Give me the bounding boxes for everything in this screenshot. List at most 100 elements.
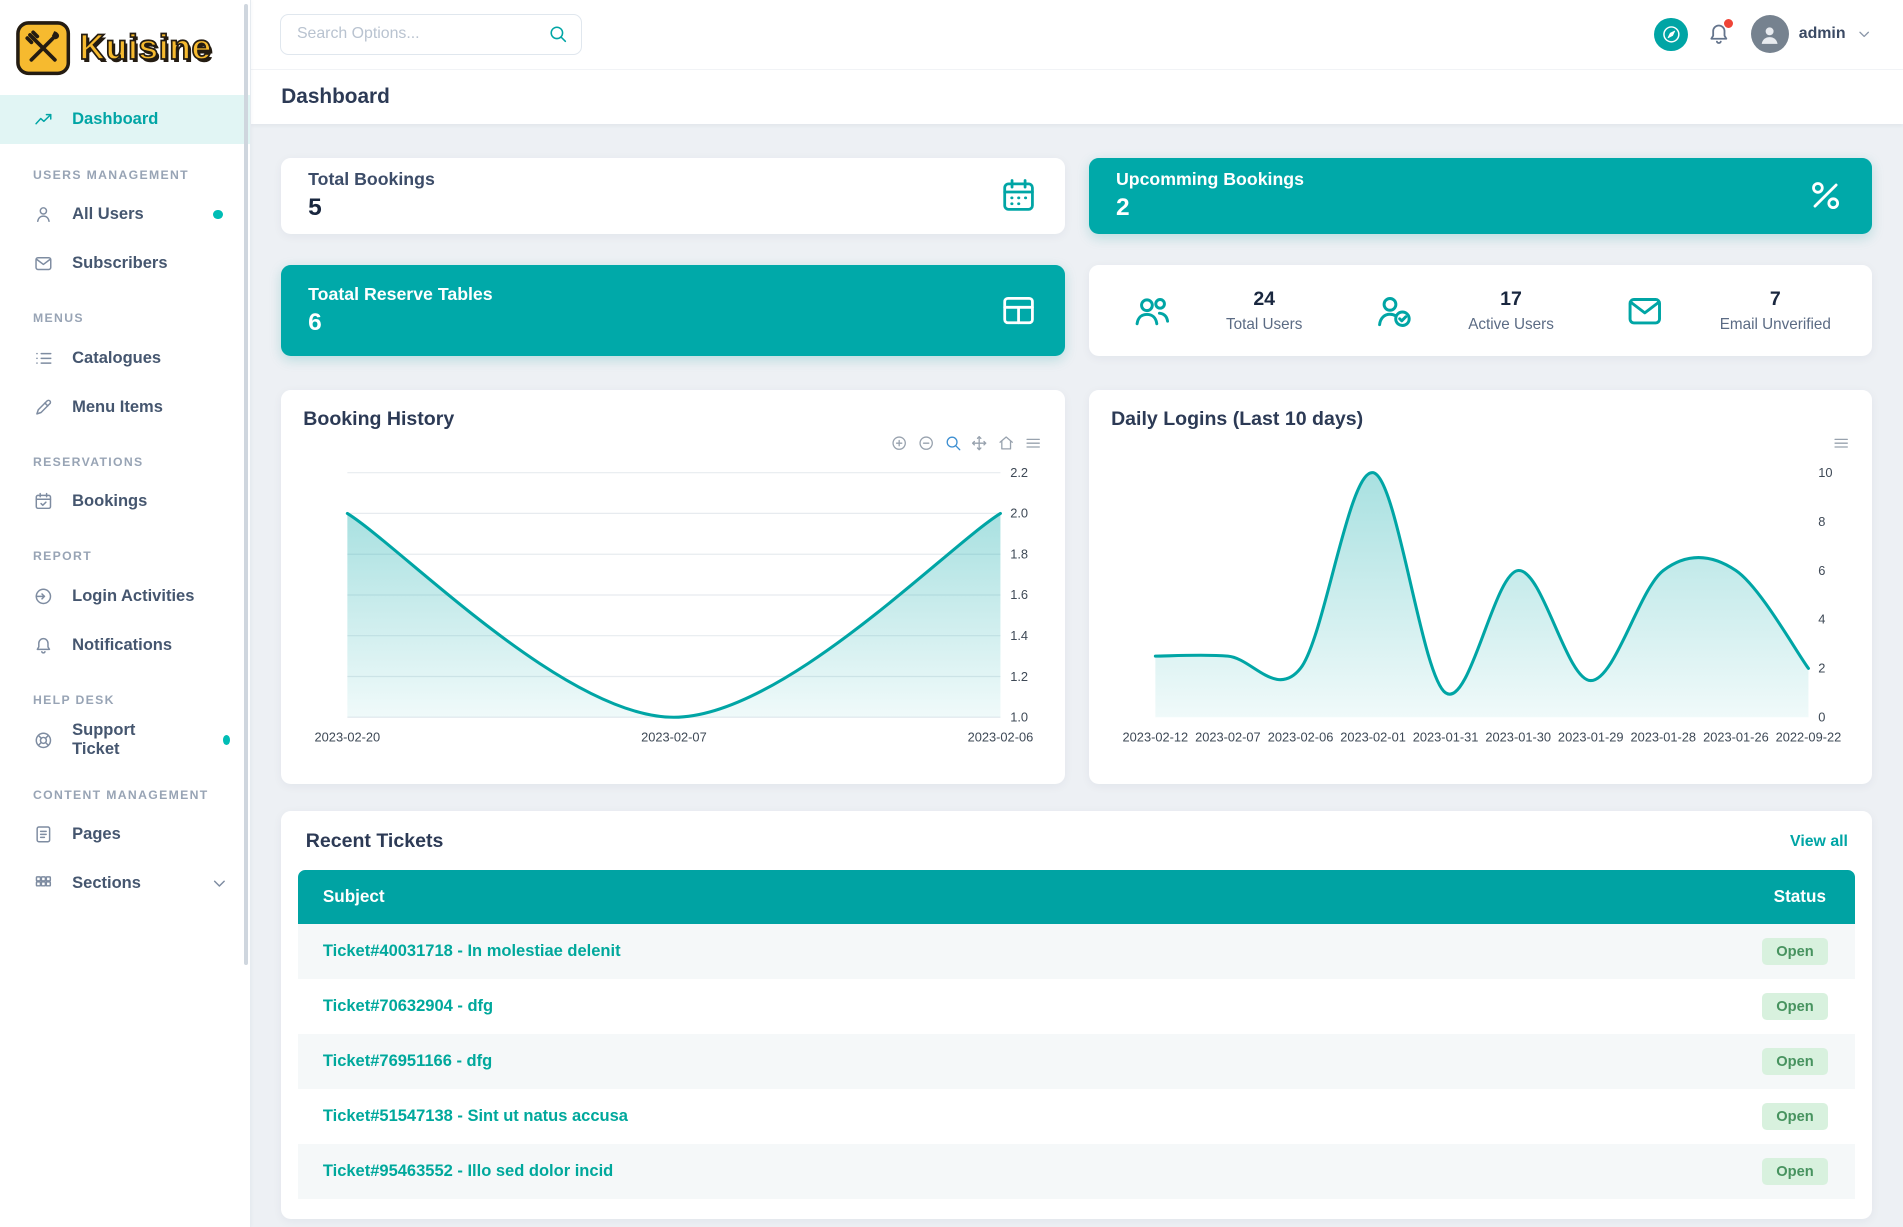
sections-icon <box>33 873 54 894</box>
status-badge: Open <box>1761 1158 1829 1186</box>
sidebar-item-login-activities[interactable]: Login Activities <box>0 572 250 621</box>
svg-text:2023-02-06: 2023-02-06 <box>968 730 1034 745</box>
ticket-link[interactable]: Ticket#51547138 - Sint ut natus accusa <box>322 1107 628 1126</box>
utensils-logo-icon <box>15 20 70 75</box>
total-bookings-card: Total Bookings 5 <box>281 157 1065 234</box>
stat-value: 24 <box>1253 288 1276 311</box>
sidebar-item-menu-items[interactable]: Menu Items <box>0 383 250 432</box>
menu-icon[interactable] <box>1024 434 1042 452</box>
chart-toolbar <box>1111 434 1850 456</box>
notifications-button[interactable] <box>1706 18 1734 48</box>
active-users-stat: 17 Active Users <box>1373 288 1554 333</box>
tickets-table-body: Ticket#40031718 - In molestiae delenit Op… <box>281 924 1872 1200</box>
daily-logins-chart: 0 2 4 6 8 10 2023-02-12 2023-02-07 2023-02-06 202… <box>1123 465 1842 745</box>
ticket-link[interactable]: Ticket#70632904 - dfg <box>322 997 494 1016</box>
mail-icon <box>33 253 54 274</box>
dashboard-icon <box>33 109 54 130</box>
main-column: admin Dashboard Total Bookings 5 Upcomming… <box>250 0 1903 1227</box>
svg-text:2.0: 2.0 <box>1010 506 1028 521</box>
users-group-icon <box>1131 290 1173 332</box>
sidebar-item-subscribers[interactable]: Subscribers <box>0 239 250 288</box>
column-status: Status <box>1773 887 1826 907</box>
sidebar-item-support-ticket[interactable]: Support Ticket <box>0 716 250 765</box>
daily-logins-card: Daily Logins (Last 10 days) 0 2 4 6 8 10 2023-… <box>1089 390 1873 784</box>
sidebar-section-heading: HELP DESK <box>33 692 115 707</box>
svg-text:1.6: 1.6 <box>1010 588 1028 603</box>
search-box <box>280 13 583 56</box>
zoom-in-icon[interactable] <box>890 434 908 452</box>
table-icon <box>999 291 1038 330</box>
sidebar-item-catalogues[interactable]: Catalogues <box>0 334 250 383</box>
sidebar-item-label: Catalogues <box>72 348 162 367</box>
ticket-row: Ticket#76951166 - dfg Open <box>298 1034 1856 1090</box>
list-icon <box>33 348 54 369</box>
brand[interactable]: Kuisine <box>0 0 250 88</box>
stat-label: Active Users <box>1468 316 1554 334</box>
svg-text:10: 10 <box>1818 465 1832 480</box>
pan-icon[interactable] <box>970 434 988 452</box>
ticket-link[interactable]: Ticket#76951166 - dfg <box>322 1052 493 1071</box>
svg-text:1.2: 1.2 <box>1010 669 1028 684</box>
home-icon[interactable] <box>997 434 1015 452</box>
sidebar-item-label: Pages <box>72 825 121 844</box>
sidebar-scrollbar[interactable] <box>243 3 249 965</box>
search-icon[interactable] <box>547 23 569 45</box>
stat-label: Upcomming Bookings <box>1115 169 1304 190</box>
stat-value: 17 <box>1500 288 1522 311</box>
status-badge: Open <box>1761 1103 1829 1131</box>
notification-dot <box>223 735 231 745</box>
sidebar-item-bookings[interactable]: Bookings <box>0 477 250 526</box>
svg-text:2022-09-22: 2022-09-22 <box>1776 730 1842 745</box>
sidebar-section-heading: MENUS <box>33 311 84 326</box>
stat-label: Email Unverified <box>1719 316 1831 334</box>
ticket-link[interactable]: Ticket#40031718 - In molestiae delenit <box>322 942 621 961</box>
chevron-down-icon <box>1855 25 1873 43</box>
username: admin <box>1798 25 1846 43</box>
sidebar-item-pages[interactable]: Pages <box>0 810 250 859</box>
percent-icon <box>1806 176 1845 215</box>
svg-text:2023-02-07: 2023-02-07 <box>1195 730 1261 745</box>
sidebar-item-label: All Users <box>72 205 144 223</box>
sidebar-item-dashboard[interactable]: Dashboard <box>0 95 250 145</box>
total-users-stat: 24 Total Users <box>1131 288 1302 333</box>
sidebar-section-heading: REPORT <box>33 549 93 564</box>
calendar-icon <box>999 176 1038 215</box>
zoom-out-icon[interactable] <box>917 434 935 452</box>
notification-dot <box>213 209 224 220</box>
sidebar: Kuisine Dashboard USERS MANAGEMENT All Use… <box>0 0 251 1227</box>
svg-text:2023-01-28: 2023-01-28 <box>1631 730 1697 745</box>
toatal-reserve-tables-card: Toatal Reserve Tables 6 <box>281 265 1065 356</box>
sidebar-item-sections[interactable]: Sections <box>0 859 250 908</box>
sidebar-item-label: Notifications <box>72 635 173 654</box>
pages-icon <box>33 824 54 845</box>
page-title: Dashboard <box>281 84 390 108</box>
svg-text:2023-01-29: 2023-01-29 <box>1558 730 1624 745</box>
sidebar-item-label: Bookings <box>72 492 148 511</box>
globe-button[interactable] <box>1654 17 1688 51</box>
chart-toolbar <box>303 434 1042 456</box>
menu-icon[interactable] <box>1832 434 1850 452</box>
ticket-link[interactable]: Ticket#95463552 - Illo sed dolor incid <box>322 1162 614 1181</box>
zoom-select-icon[interactable] <box>944 434 962 452</box>
sidebar-section-heading: CONTENT MANAGEMENT <box>33 787 209 802</box>
sidebar-item-notifications[interactable]: Notifications <box>0 621 250 670</box>
svg-text:2023-01-30: 2023-01-30 <box>1485 730 1551 745</box>
sidebar-item-label: Login Activities <box>72 586 195 605</box>
ticket-row: Ticket#51547138 - Sint ut natus accusa Op… <box>298 1089 1855 1144</box>
view-all-link[interactable]: View all <box>1790 832 1848 850</box>
search-input[interactable] <box>280 13 583 56</box>
upcomming-bookings-card: Upcomming Bookings 2 <box>1089 157 1873 234</box>
sidebar-item-label: Menu Items <box>72 397 163 416</box>
bell-icon <box>33 635 54 656</box>
svg-text:2023-02-20: 2023-02-20 <box>315 730 381 745</box>
sidebar-item-label: Dashboard <box>72 110 159 129</box>
sidebar-item-all-users[interactable]: All Users <box>0 190 250 239</box>
avatar <box>1751 15 1789 54</box>
recent-tickets-card: Recent Tickets View all Subject Status T… <box>281 810 1873 1219</box>
sidebar-item-label: Support Ticket <box>72 720 136 758</box>
user-stats-card: 24 Total Users 17 Active Users 7 Email Unveri… <box>1089 265 1873 356</box>
topbar-actions: admin <box>1654 15 1874 54</box>
user-avatar-icon <box>1758 23 1781 46</box>
ticket-row: Ticket#95463552 - Illo sed dolor incid Op… <box>298 1144 1856 1200</box>
user-menu[interactable]: admin <box>1751 15 1874 54</box>
